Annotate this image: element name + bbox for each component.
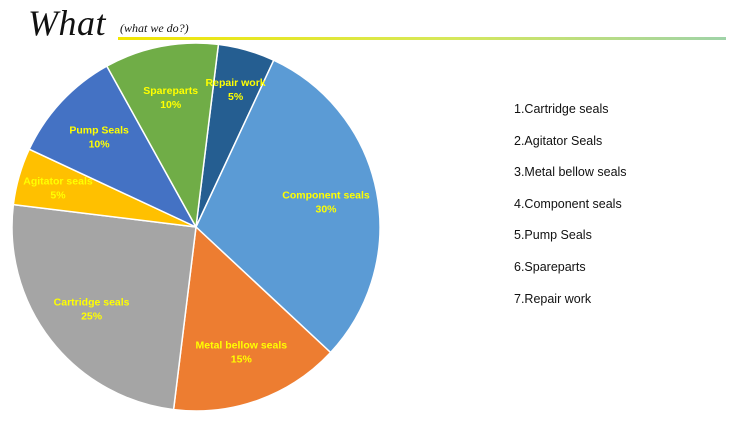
legend-item-7: 7.Repair work (514, 291, 592, 306)
legend-item-1: 1.Cartridge seals (514, 102, 609, 116)
legend-item-4: 4.Component seals (514, 196, 622, 211)
slice-percent-metal-bellow-seals: 15% (231, 354, 253, 366)
pie-slice-pump-seals (28, 65, 198, 229)
legend-list: 1.Cartridge seals 2.Agitator Seals 3.Met… (514, 101, 627, 322)
slice-label-agitator-seals: Agitator seals (23, 175, 93, 187)
slice-percent-cartridge-seals: 25% (81, 311, 103, 323)
legend-item-5: 5.Pump Seals (514, 228, 592, 243)
slice-label-metal-bellow-seals: Metal bellow seals (195, 340, 287, 352)
slice-percent-pump-seals: 10% (89, 139, 111, 151)
slice-percent-repair-work: 5% (228, 91, 244, 103)
page-title: What (28, 3, 106, 43)
pie-slice-component-seals (195, 59, 381, 354)
slice-percent-spareparts: 10% (160, 99, 182, 111)
legend-item-2: 2.Agitator Seals (514, 133, 603, 148)
slice-label-component-seals: Component seals (282, 190, 370, 202)
page-subtitle: (what we do?) (120, 21, 189, 35)
title-underline (118, 37, 726, 40)
slice-percent-agitator-seals: 5% (50, 189, 66, 201)
pie-slice-cartridge-seals (11, 203, 197, 411)
pie-slice-spareparts (105, 42, 220, 230)
pie-slice-metal-bellow-seals (172, 225, 332, 412)
slice-label-repair-work: Repair work (206, 77, 266, 89)
legend-item-3: 3.Metal bellow seals (514, 165, 627, 180)
slice-label-cartridge-seals: Cartridge seals (54, 297, 130, 309)
slice-label-spareparts: Spareparts (143, 85, 198, 97)
legend-item-6: 6.Spareparts (514, 259, 586, 274)
slice-percent-component-seals: 30% (315, 204, 337, 216)
slice-label-pump-seals: Pump Seals (69, 125, 129, 137)
